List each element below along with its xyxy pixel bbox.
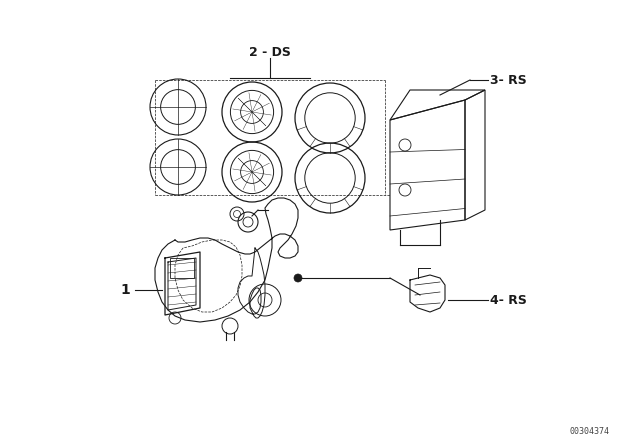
- Text: 4- RS: 4- RS: [490, 293, 527, 306]
- Bar: [170, 258, 194, 278]
- Text: 00304374: 00304374: [570, 427, 610, 436]
- Text: 2 - DS: 2 - DS: [249, 46, 291, 59]
- Circle shape: [294, 274, 302, 282]
- Text: 3- RS: 3- RS: [490, 73, 527, 86]
- Text: 1: 1: [120, 283, 130, 297]
